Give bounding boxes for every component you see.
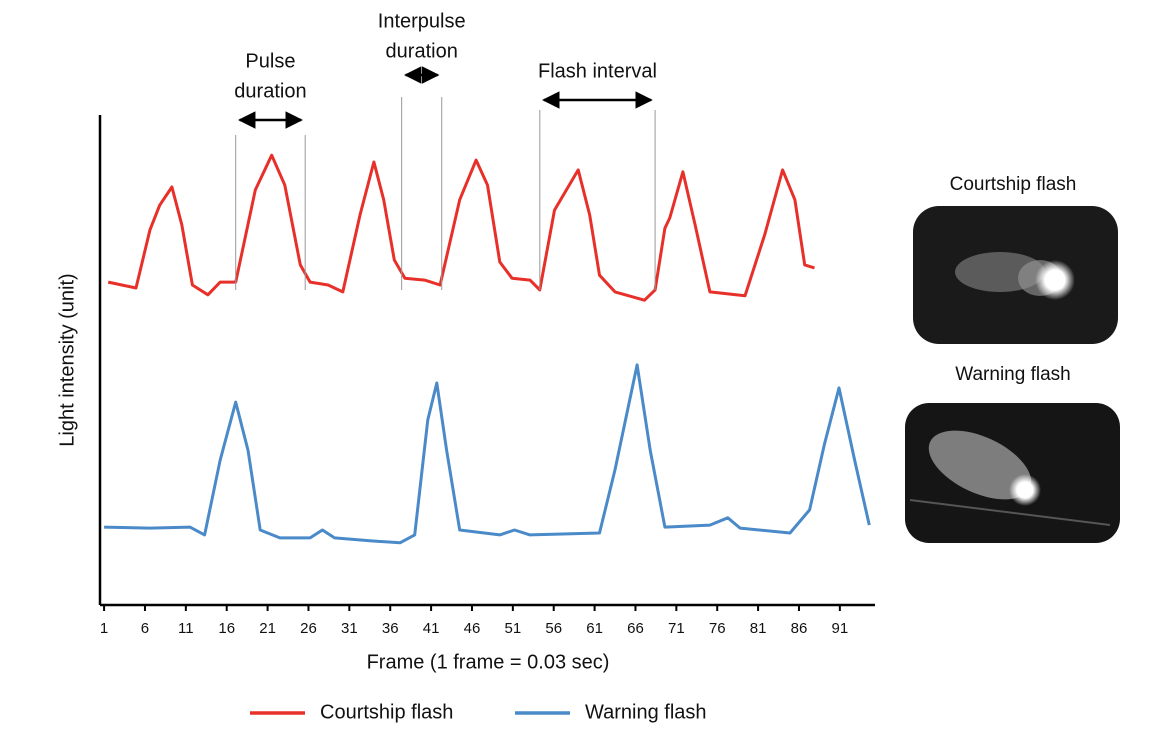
inset-title: Courtship flash <box>950 174 1077 195</box>
inset-courtship <box>913 206 1118 344</box>
series-line <box>107 153 815 302</box>
x-tick-label: 41 <box>423 620 440 637</box>
x-tick-label: 56 <box>545 620 562 637</box>
x-tick-label: 71 <box>668 620 685 637</box>
legend-label: Courtship flash <box>320 701 453 723</box>
legend-label: Warning flash <box>585 701 707 723</box>
x-tick-label: 76 <box>709 620 726 637</box>
annotation-text: duration <box>234 80 306 102</box>
x-tick-label: 36 <box>382 620 399 637</box>
y-axis-label: Light intensity (unit) <box>56 273 78 446</box>
x-tick-label: 86 <box>791 620 808 637</box>
x-tick-label: 81 <box>750 620 767 637</box>
inset-title: Warning flash <box>955 364 1070 385</box>
x-tick-label: 51 <box>504 620 521 637</box>
x-tick-label: 21 <box>259 620 276 637</box>
annotation-text: Pulse <box>245 50 295 72</box>
x-axis-label: Frame (1 frame = 0.03 sec) <box>367 651 610 673</box>
x-tick-label: 6 <box>141 620 149 637</box>
series-line <box>104 363 871 545</box>
x-tick-label: 1 <box>100 620 108 637</box>
x-tick-label: 16 <box>218 620 235 637</box>
x-tick-label: 66 <box>627 620 644 637</box>
x-tick-label: 11 <box>178 620 194 637</box>
annotation-text: Interpulse <box>378 10 466 32</box>
x-tick-label: 46 <box>464 620 481 637</box>
inset-warning <box>905 403 1120 543</box>
x-tick-label: 91 <box>832 620 849 637</box>
x-tick-label: 26 <box>300 620 317 637</box>
annotation-text: Flash interval <box>538 60 657 82</box>
x-tick-label: 61 <box>586 620 603 637</box>
x-tick-label: 31 <box>341 620 358 637</box>
annotation-text: duration <box>386 40 458 62</box>
